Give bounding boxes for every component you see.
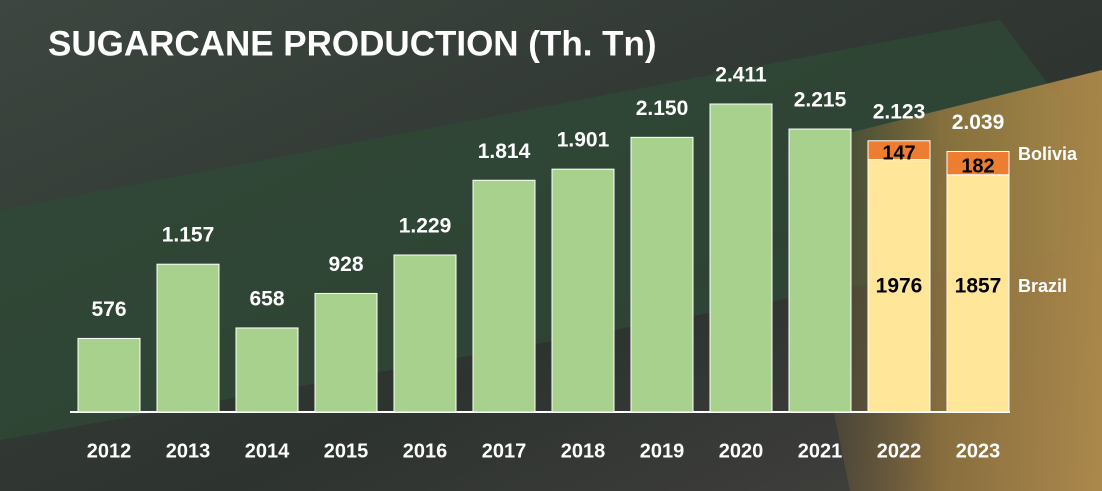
bar [710, 104, 772, 412]
segment-label: 1976 [876, 275, 923, 298]
segment-label: 147 [882, 142, 915, 164]
bar [236, 328, 298, 412]
x-tick-label: 2017 [482, 440, 527, 462]
bar [157, 264, 219, 412]
total-label: 2.039 [952, 111, 1005, 134]
total-label: 2.123 [873, 100, 926, 123]
value-label: 2.411 [715, 64, 767, 87]
x-tick-label: 2019 [640, 440, 685, 462]
bar [394, 255, 456, 412]
x-tick-label: 2014 [245, 440, 290, 462]
value-label: 928 [328, 253, 363, 276]
value-label: 2.150 [636, 97, 689, 120]
bar [631, 137, 693, 412]
bar [552, 169, 614, 412]
x-tick-label: 2015 [324, 440, 369, 462]
x-tick-label: 2012 [87, 440, 132, 462]
x-tick-label: 2020 [719, 440, 764, 462]
x-tick-label: 2018 [561, 440, 606, 462]
x-tick-label: 2023 [956, 440, 1001, 462]
legend-label: Brazil [1018, 276, 1067, 296]
bar [78, 338, 140, 412]
chart: SUGARCANE PRODUCTION (Th. Tn) 2012 576 201… [0, 0, 1102, 491]
x-tick-label: 2013 [166, 440, 211, 462]
value-label: 658 [249, 287, 284, 310]
segment-label: 182 [961, 155, 994, 177]
bar [789, 129, 851, 412]
x-tick-label: 2021 [798, 440, 843, 462]
legend-label: Bolivia [1018, 144, 1078, 164]
chart-title: SUGARCANE PRODUCTION (Th. Tn) [48, 24, 657, 63]
bar [315, 293, 377, 412]
x-tick-label: 2022 [877, 440, 922, 462]
value-label: 2.215 [794, 89, 847, 112]
value-label: 576 [91, 298, 126, 321]
bar [473, 180, 535, 412]
value-label: 1.229 [399, 215, 452, 238]
value-label: 1.901 [557, 129, 610, 152]
value-label: 1.157 [162, 224, 215, 247]
x-tick-label: 2016 [403, 440, 448, 462]
value-label: 1.814 [478, 140, 531, 163]
segment-label: 1857 [955, 275, 1002, 298]
